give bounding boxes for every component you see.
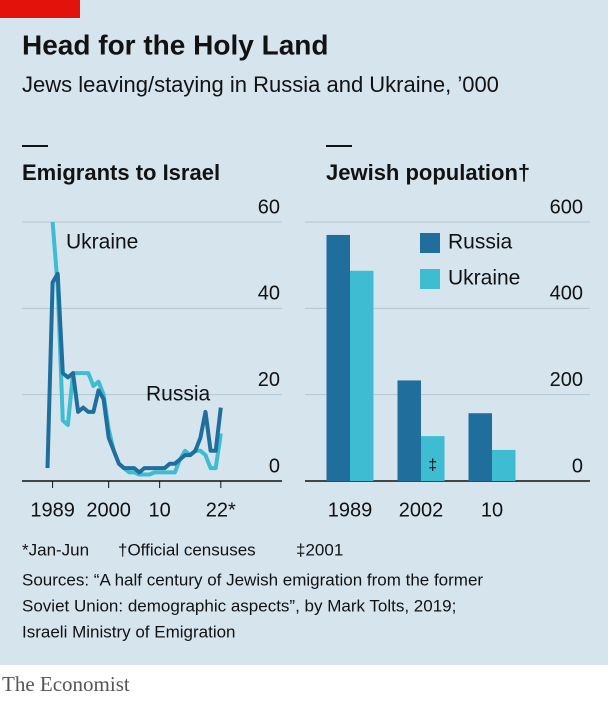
x-tick-label: 22* — [206, 499, 236, 521]
y-tick-label: 0 — [269, 455, 280, 477]
y-tick-label: 0 — [572, 455, 583, 477]
bar — [468, 413, 492, 481]
series-label: Ukraine — [66, 231, 138, 254]
subtitle: Jews leaving/staying in Russia and Ukrai… — [22, 72, 499, 97]
footnote: *Jan-Jun — [22, 540, 89, 559]
bar — [350, 270, 374, 481]
y-tick-label: 200 — [550, 369, 583, 391]
line-series — [45, 271, 223, 475]
footnote: ‡2001 — [296, 540, 343, 559]
source: Sources: “A half century of Jewish emigr… — [22, 570, 483, 589]
x-tick-label: 2000 — [86, 499, 131, 521]
y-tick-label: 600 — [550, 196, 583, 218]
bar — [492, 449, 516, 481]
source: Israeli Ministry of Emigration — [22, 622, 236, 641]
x-tick-label: 1989 — [30, 499, 75, 521]
y-tick-label: 60 — [258, 196, 280, 218]
y-tick-label: 400 — [550, 283, 583, 305]
footnote: †Official censuses — [118, 540, 256, 559]
title: Head for the Holy Land — [22, 29, 328, 60]
legend-swatch — [420, 269, 440, 289]
bar — [421, 436, 445, 481]
bar — [397, 380, 421, 481]
y-tick-label: 40 — [258, 283, 280, 305]
annotation: ‡ — [428, 457, 437, 474]
x-tick-label: 2002 — [399, 499, 444, 521]
footer: The Economist — [2, 672, 130, 696]
legend-label: Russia — [448, 231, 513, 254]
panel-title: Emigrants to Israel — [22, 160, 220, 185]
x-tick-label: 10 — [149, 499, 171, 521]
series-label: Russia — [146, 383, 211, 406]
legend-label: Ukraine — [448, 267, 520, 290]
bar — [326, 234, 350, 481]
y-tick-label: 20 — [258, 369, 280, 391]
x-tick-label: 10 — [481, 499, 503, 521]
x-tick-label: 1989 — [328, 499, 373, 521]
background — [0, 0, 608, 665]
source: Soviet Union: demographic aspects”, by M… — [22, 596, 456, 615]
legend-swatch — [420, 233, 440, 253]
red-tag — [0, 0, 80, 18]
panel-title: Jewish population† — [326, 160, 530, 185]
